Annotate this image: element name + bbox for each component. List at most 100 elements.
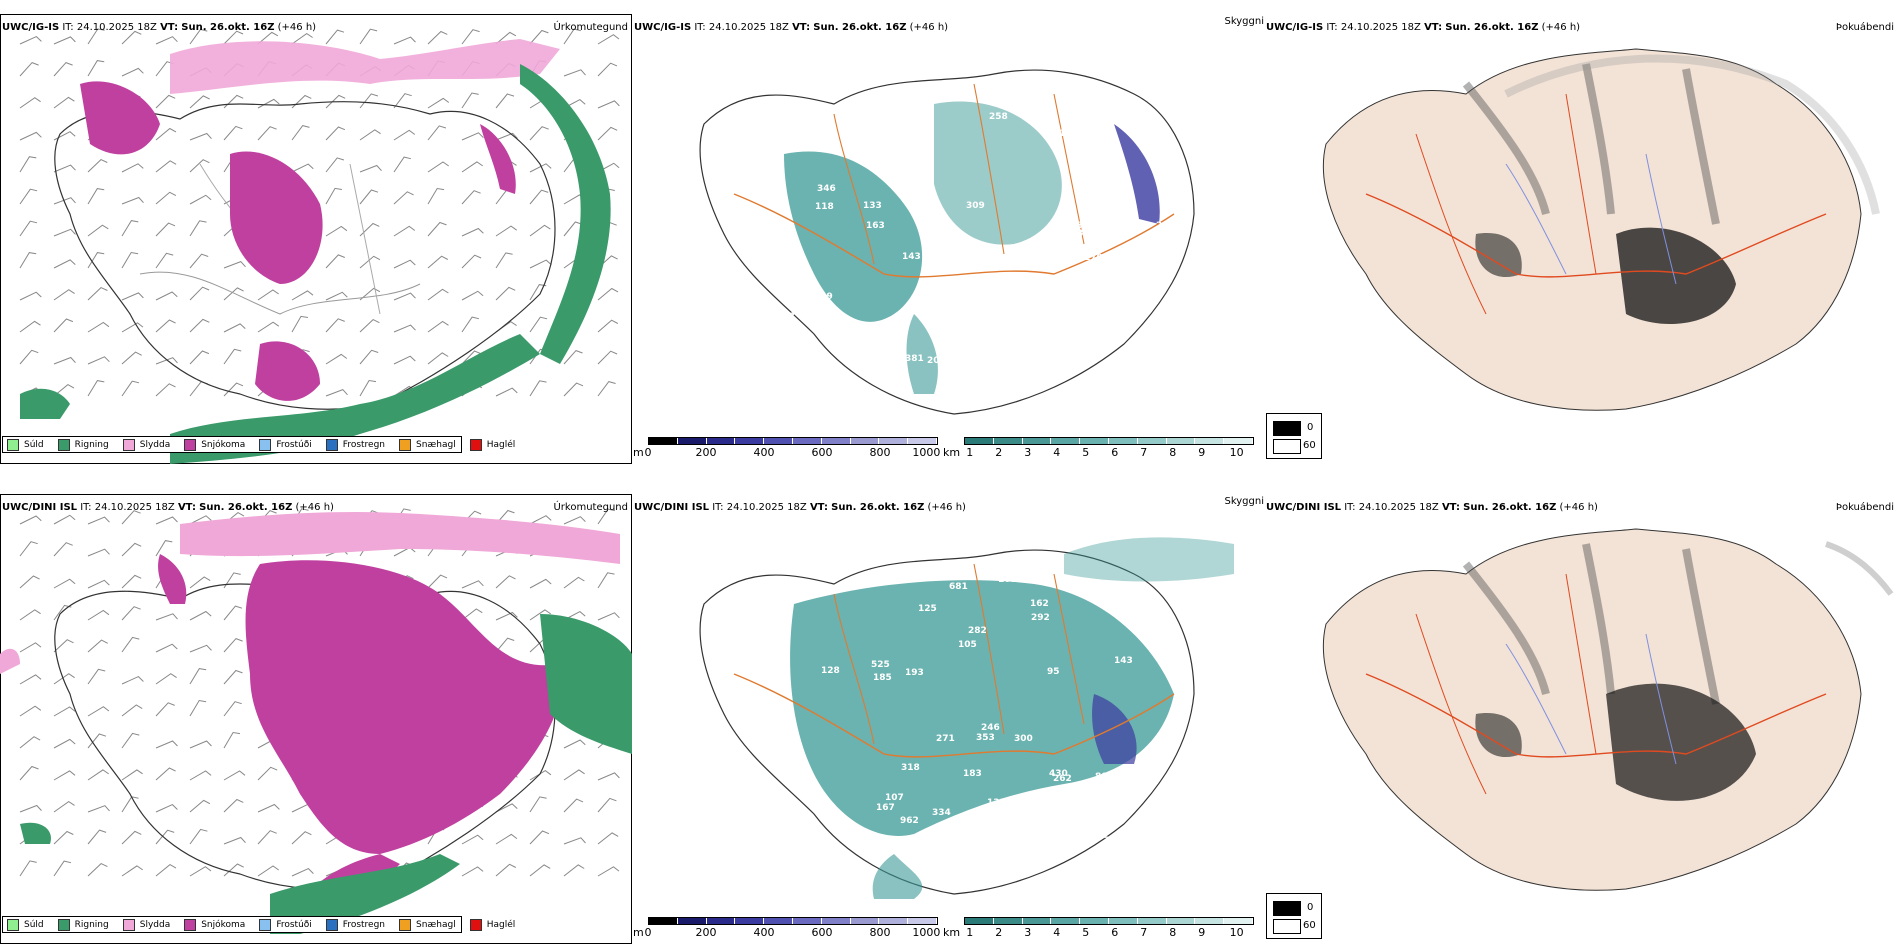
instability-map-row1 <box>1322 48 1880 411</box>
colorbar-step <box>735 438 765 444</box>
wind-barb-icon <box>87 863 108 877</box>
wind-barb-icon <box>121 606 141 621</box>
legend-item: Slydda <box>122 918 170 931</box>
peak-height-label: 95 <box>1047 667 1060 677</box>
wind-barb-icon <box>495 637 515 653</box>
wind-barb-icon <box>87 609 110 621</box>
wind-barb-icon <box>53 289 75 301</box>
wind-barb-icon <box>563 69 586 77</box>
row1-instability-panel: UWC/IG-IS IT: 24.10.2025 18Z VT: Sun. 26… <box>1266 14 1898 464</box>
wind-barb-icon <box>121 732 140 749</box>
wind-barb-icon <box>53 62 73 77</box>
colorbar-step <box>764 438 793 444</box>
panel-title: UWC/IG-IS IT: 24.10.2025 18Z VT: Sun. 26… <box>2 22 317 33</box>
colorbar-step <box>649 918 678 924</box>
wind-barb-icon <box>393 225 416 237</box>
wind-barb-icon <box>223 30 244 45</box>
wind-barb-icon <box>597 126 618 141</box>
wind-barb-icon <box>19 674 42 685</box>
wind-barb-icon <box>155 613 178 621</box>
wind-barb-icon <box>87 706 110 717</box>
peak-height-label: 158 <box>944 820 963 830</box>
row1-precip-panel: UWC/IG-IS IT: 24.10.2025 18Z VT: Sun. 26… <box>0 14 632 464</box>
wind-barb-icon <box>121 30 142 45</box>
peak-height-label: 430 <box>1049 769 1068 779</box>
wind-barb-icon <box>223 798 244 813</box>
wind-barb-icon <box>19 62 39 77</box>
legend-item: Haglél <box>469 438 515 451</box>
peak-height-label: 381 <box>905 354 924 364</box>
height-colorbar: m 0 200 400 600 800 1000 <box>633 437 940 463</box>
wind-barb-icon <box>53 96 75 109</box>
wind-barb-icon <box>359 318 380 333</box>
peak-height-label: 105 <box>958 640 977 650</box>
peak-height-label: 386 <box>767 275 786 285</box>
wind-barb-icon <box>53 639 74 653</box>
peak-height-label: 143 <box>1114 656 1133 666</box>
wind-barb-icon <box>121 380 140 397</box>
peak-height-label: 165 <box>1048 329 1067 339</box>
wind-barb-icon <box>359 287 381 301</box>
swatch-icon <box>469 918 482 931</box>
colorbar-step <box>792 438 822 444</box>
wind-barb-icon <box>53 514 76 525</box>
wind-barb-icon <box>597 772 620 781</box>
peak-height-label: 84 <box>1053 326 1066 336</box>
wind-barb-icon <box>19 736 41 749</box>
wind-barb-icon <box>223 323 246 333</box>
wind-barb-icon <box>325 389 348 397</box>
wind-barb-icon <box>155 863 177 877</box>
wind-barb-icon <box>87 579 110 589</box>
wind-barb-icon <box>53 542 73 557</box>
wind-barb-icon <box>291 290 314 301</box>
peak-height-label: 441 <box>1024 817 1043 827</box>
peak-height-label: 246 <box>981 723 1000 733</box>
colorbar-step <box>706 918 736 924</box>
wind-barb-icon <box>121 322 144 333</box>
wind-barb-icon <box>19 860 37 877</box>
wind-barb-icon <box>87 639 108 653</box>
colorbar-step <box>908 438 937 444</box>
wind-barb-icon <box>189 159 210 173</box>
visibility-map-row2: 389 809 246 183 125 108 180 162 158 167 253 185 962 6… <box>699 537 1234 899</box>
panel-title: UWC/IG-IS IT: 24.10.2025 18Z VT: Sun. 26… <box>1266 22 1581 33</box>
peak-height-label: 162 <box>1030 599 1049 609</box>
colorbar-step <box>1195 438 1225 444</box>
wind-barb-icon <box>461 190 481 205</box>
wind-barb-icon <box>189 799 211 813</box>
variable-title: Skyggni <box>1224 496 1264 507</box>
wind-barb-icon <box>189 286 210 301</box>
wind-barb-icon <box>155 767 176 781</box>
visibility-map-row1: 381 191 309 95 208 608 415 386 787 346 239 260 201 17… <box>699 69 1195 415</box>
wind-barb-icon <box>19 541 38 557</box>
wind-barb-icon <box>529 29 549 45</box>
peak-height-label: 118 <box>815 202 834 212</box>
wind-barb-icon <box>393 129 416 141</box>
wind-barb-icon <box>393 191 414 205</box>
wind-barb-icon <box>529 864 551 877</box>
peak-height-label: 133 <box>863 201 882 211</box>
wind-barb-icon <box>461 227 484 237</box>
wind-barb-icon <box>87 733 107 749</box>
peak-height-label: 292 <box>1031 613 1050 623</box>
model-name: UWC/DINI ISL <box>2 502 78 513</box>
wind-barb-icon <box>189 515 212 525</box>
wind-barb-icon <box>87 60 105 77</box>
wind-barb-icon <box>291 32 313 45</box>
wind-barb-icon <box>121 830 142 845</box>
wind-barb-icon <box>359 222 380 237</box>
wind-barb-icon <box>155 516 178 525</box>
visibility-colorbar-strip <box>964 437 1254 445</box>
wind-barb-icon <box>461 161 483 173</box>
peak-height-label: 125 <box>918 604 937 614</box>
wind-barb-icon <box>495 387 518 397</box>
wind-barb-icon <box>121 865 143 877</box>
precip-type-legend: Súld Rigning Slydda Snjókoma Frostúði Fr… <box>2 916 515 933</box>
peak-height-label: 122 <box>1059 129 1078 139</box>
wind-barb-icon <box>223 863 244 877</box>
wind-barb-icon <box>529 609 551 621</box>
peak-height-label: 518 <box>775 127 794 137</box>
legend-black-swatch <box>1273 421 1301 436</box>
wind-barb-icon <box>53 706 76 717</box>
wind-barb-icon <box>461 350 482 365</box>
